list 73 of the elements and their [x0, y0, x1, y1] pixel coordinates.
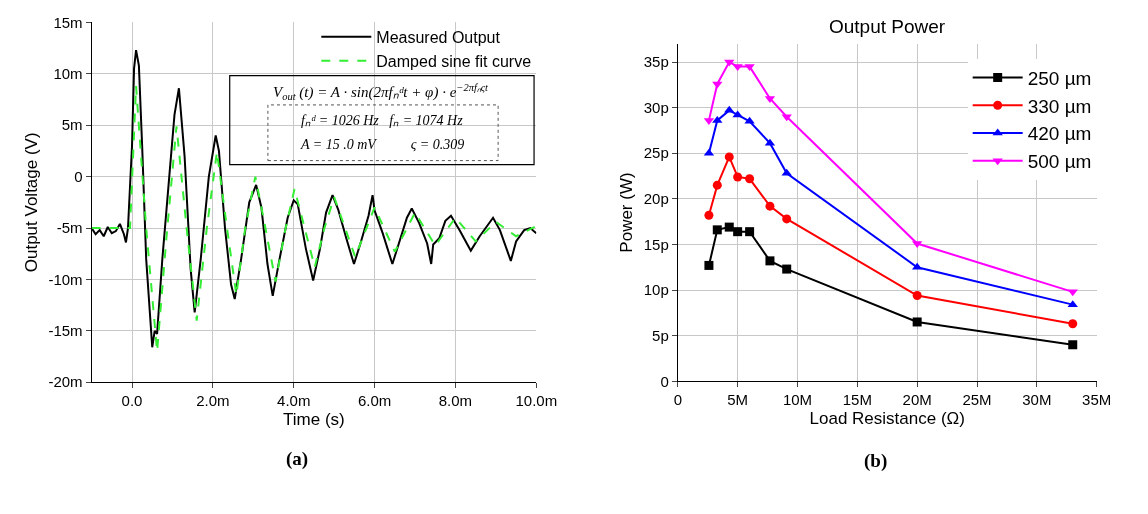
legend-label: 420 µm	[1027, 123, 1092, 145]
x-tick-label: 20M	[902, 391, 932, 409]
point	[765, 201, 775, 211]
point	[724, 222, 734, 232]
point	[781, 168, 792, 176]
point	[724, 105, 735, 113]
point	[1068, 340, 1078, 350]
point	[744, 64, 755, 72]
y-tick-label: 0	[74, 167, 83, 185]
x-tick-label: 0.0	[121, 392, 143, 410]
x-tick-label: 4.0m	[277, 392, 311, 410]
y-tick-label: 0	[660, 372, 669, 390]
x-tick-label: 0	[673, 391, 682, 409]
annotation: A = 15 .0 mV ς = 0.309	[300, 137, 465, 152]
y-tick-label: 10m	[53, 65, 83, 83]
y-tick-label: 35p	[643, 53, 669, 71]
y-tick-label: 15p	[643, 235, 669, 253]
x-tick-label: 30M	[1022, 391, 1052, 409]
legend-label: 330 µm	[1027, 95, 1092, 117]
point	[782, 214, 792, 224]
x-axis-title: Load Resistance (Ω)	[809, 408, 965, 428]
point	[712, 81, 723, 89]
x-tick-label: 10.0m	[515, 392, 558, 410]
annotation: V$_{out}$ (t) = A · sin(2πfₙᵈt + φ) · e$^{−2πfₙςt}$	[273, 82, 490, 103]
point	[745, 174, 755, 184]
point	[744, 116, 755, 124]
text: (a)	[286, 448, 309, 470]
point	[712, 180, 722, 190]
x-tick-label: 6.0m	[357, 392, 392, 410]
y-tick-label: 5p	[652, 326, 669, 344]
y-tick-label: -15m	[48, 322, 83, 340]
y-tick-label: -20m	[48, 373, 83, 391]
annotation: fₙᵈ = 1026 Hz fₙ = 1074 Hz	[301, 113, 464, 128]
point	[1068, 319, 1078, 329]
y-axis-title: Output Voltage (V)	[21, 132, 41, 273]
point	[745, 227, 755, 237]
y-tick-label: -10m	[48, 270, 83, 288]
point	[732, 64, 743, 72]
legend-label: 250 µm	[1027, 67, 1092, 89]
y-tick-label: 30p	[643, 98, 669, 116]
point	[912, 291, 922, 301]
y-tick-label: 5m	[61, 116, 83, 134]
y-tick-label: -5m	[56, 219, 83, 237]
x-tick-label: 35M	[1082, 391, 1112, 409]
x-tick-label: 5M	[727, 391, 749, 409]
point	[733, 172, 743, 182]
point	[704, 260, 714, 270]
x-tick-label: 2.0m	[196, 392, 230, 410]
y-tick-label: 20p	[643, 190, 669, 208]
point	[765, 256, 775, 266]
y-axis-title: Power (W)	[617, 172, 637, 253]
x-tick-label: 8.0m	[438, 392, 473, 410]
point	[733, 227, 743, 237]
legend-label: Measured Output	[376, 29, 501, 47]
y-tick-label: 15m	[53, 13, 83, 31]
x-tick-label: 10M	[782, 391, 813, 409]
y-tick-label: 25p	[643, 144, 669, 162]
x-tick-label: 15M	[842, 391, 872, 409]
point	[712, 115, 723, 123]
point	[724, 152, 734, 162]
legend-label: Damped sine fit curve	[376, 52, 532, 70]
x-tick-label: 25M	[962, 391, 992, 409]
x-axis-title: Time (s)	[283, 409, 345, 429]
point	[704, 210, 714, 220]
point	[724, 59, 735, 67]
point	[732, 110, 743, 118]
point	[912, 317, 922, 327]
text: (b)	[864, 450, 888, 472]
point	[712, 225, 722, 235]
legend-label: 500 µm	[1027, 151, 1092, 173]
y-tick-label: 10p	[643, 281, 669, 299]
chart-title: Output Power	[829, 16, 946, 37]
point	[782, 264, 792, 274]
